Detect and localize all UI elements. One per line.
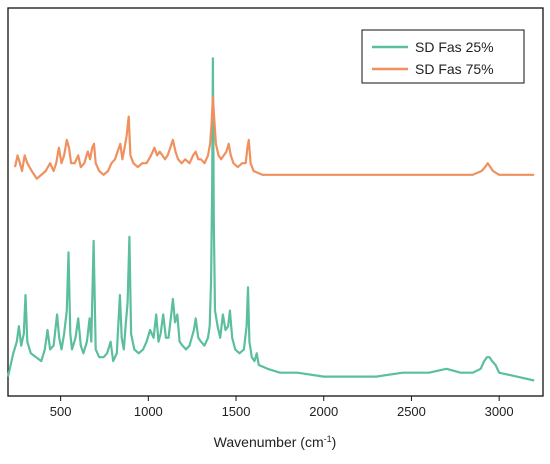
series-layer — [6, 57, 535, 382]
x-axis: 500 1000 1500 2000 2500 3000 — [50, 396, 514, 419]
plot-frame — [7, 7, 544, 397]
x-tick-label-2500: 2500 — [397, 404, 426, 419]
legend: SD Fas 25% SD Fas 75% — [361, 29, 525, 84]
x-axis-label-sup: -1 — [324, 434, 332, 444]
x-axis-label: Wavenumber (cm-1) — [214, 434, 337, 450]
x-tick-label-3000: 3000 — [485, 404, 514, 419]
x-axis-label-end: ) — [332, 434, 337, 450]
series-line-1 — [13, 96, 535, 180]
legend-label-1: SD Fas 75% — [415, 61, 494, 77]
x-tick-label-500: 500 — [50, 404, 72, 419]
series-line-0 — [6, 57, 535, 382]
legend-label-0: SD Fas 25% — [415, 39, 494, 55]
x-tick-label-1500: 1500 — [222, 404, 251, 419]
legend-box — [361, 29, 525, 84]
x-tick-label-1000: 1000 — [134, 404, 163, 419]
x-tick-label-2000: 2000 — [309, 404, 338, 419]
